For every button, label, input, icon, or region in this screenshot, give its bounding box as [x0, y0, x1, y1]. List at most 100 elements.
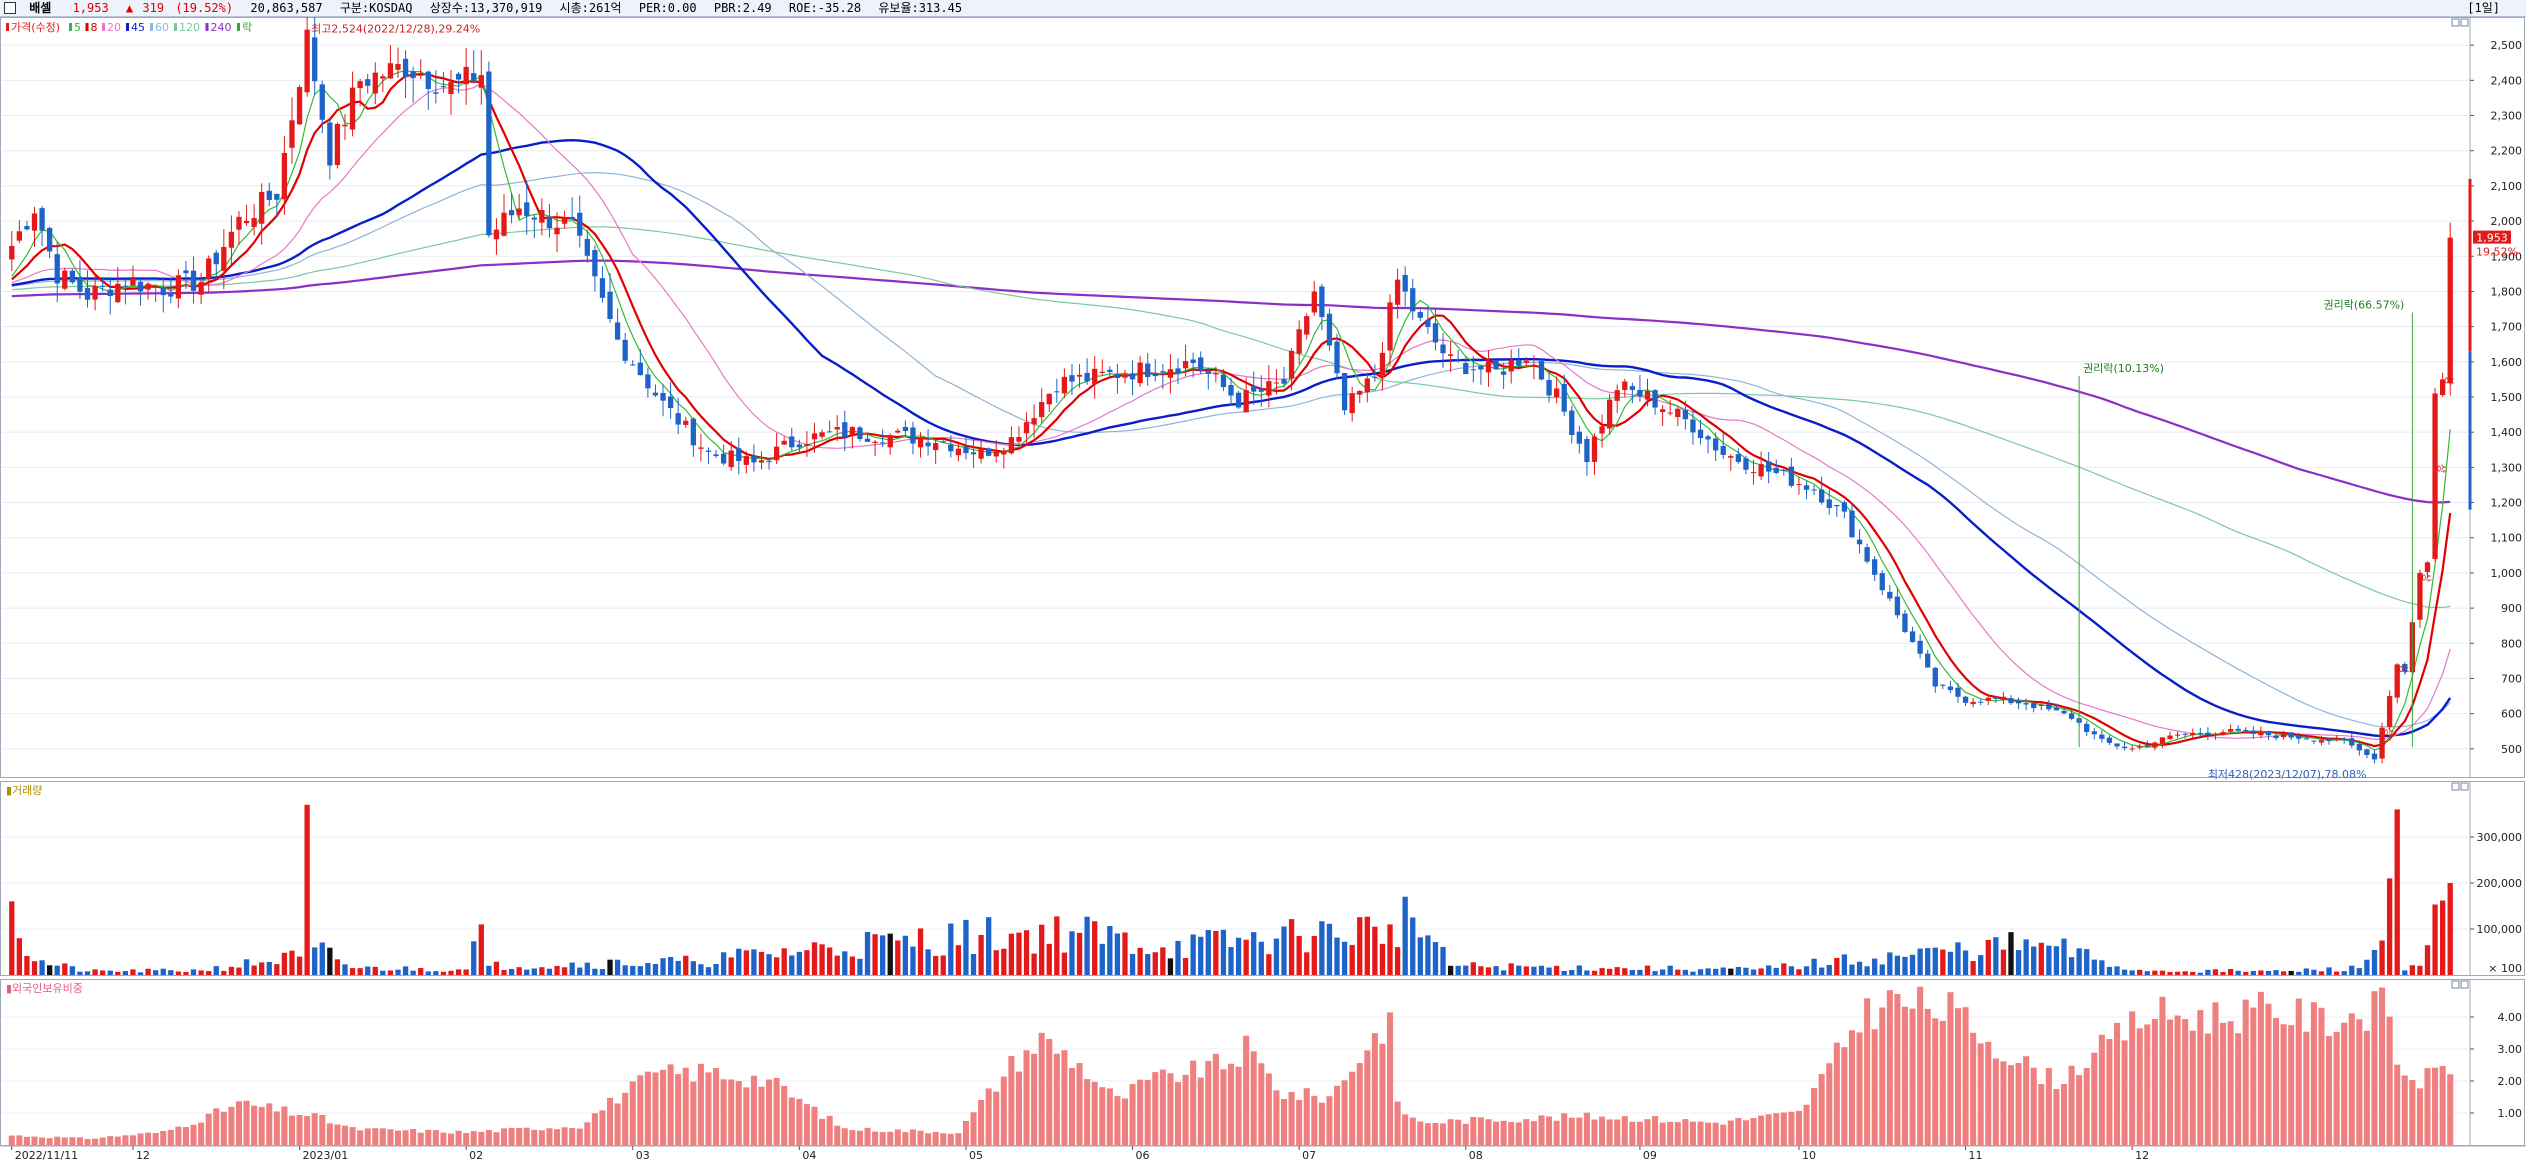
- foreign-ratio-bar[interactable]: [1523, 1119, 1530, 1145]
- foreign-ratio-bar[interactable]: [2371, 991, 2378, 1145]
- volume-bar[interactable]: [145, 968, 151, 975]
- candle-body[interactable]: [471, 73, 477, 83]
- volume-bar[interactable]: [281, 952, 288, 975]
- volume-bar[interactable]: [1622, 968, 1628, 975]
- volume-bar[interactable]: [289, 950, 295, 975]
- foreign-ratio-bar[interactable]: [2144, 1024, 2151, 1145]
- candle-body[interactable]: [652, 392, 659, 396]
- candle-body[interactable]: [2053, 707, 2060, 711]
- candle-body[interactable]: [1849, 510, 1855, 538]
- volume-bar[interactable]: [1258, 941, 1264, 975]
- volume-bar[interactable]: [1266, 954, 1272, 975]
- volume-bar[interactable]: [1629, 969, 1636, 975]
- candle-body[interactable]: [296, 87, 303, 125]
- volume-bar[interactable]: [1993, 937, 1999, 975]
- candle-body[interactable]: [683, 420, 689, 425]
- foreign-ratio-bar[interactable]: [947, 1133, 954, 1145]
- candle-body[interactable]: [1652, 390, 1658, 408]
- volume-bar[interactable]: [2000, 949, 2007, 975]
- volume-bar[interactable]: [554, 965, 560, 975]
- candle-body[interactable]: [327, 122, 333, 166]
- candle-body[interactable]: [614, 322, 621, 340]
- candle-body[interactable]: [1016, 437, 1022, 442]
- volume-bar[interactable]: [1235, 937, 1242, 975]
- volume-bar[interactable]: [2152, 970, 2158, 975]
- foreign-ratio-bar[interactable]: [1795, 1110, 1802, 1145]
- candle-body[interactable]: [1326, 313, 1333, 346]
- foreign-ratio-bar[interactable]: [402, 1130, 409, 1145]
- foreign-ratio-bar[interactable]: [1227, 1063, 1235, 1145]
- foreign-ratio-bar[interactable]: [2220, 1022, 2227, 1145]
- panel-maximize-button[interactable]: [2460, 782, 2469, 791]
- foreign-ratio-bar[interactable]: [1977, 1043, 1984, 1145]
- candle-body[interactable]: [289, 120, 295, 148]
- foreign-ratio-bar[interactable]: [720, 1079, 727, 1145]
- volume-bar[interactable]: [478, 924, 484, 975]
- volume-bar[interactable]: [1076, 932, 1083, 975]
- candle-body[interactable]: [2068, 713, 2075, 719]
- candle-body[interactable]: [9, 245, 15, 260]
- foreign-ratio-bar[interactable]: [1689, 1121, 1696, 1145]
- foreign-ratio-bar[interactable]: [2083, 1067, 2090, 1145]
- volume-bar[interactable]: [743, 950, 749, 975]
- candle-body[interactable]: [986, 448, 992, 456]
- candle-body[interactable]: [705, 450, 712, 452]
- candle-body[interactable]: [516, 208, 522, 216]
- volume-bar[interactable]: [849, 956, 856, 975]
- candle-body[interactable]: [1538, 361, 1545, 380]
- candle-body[interactable]: [592, 250, 598, 277]
- candle-body[interactable]: [2356, 743, 2362, 751]
- period-selector[interactable]: [1일]: [2467, 1, 2500, 15]
- foreign-ratio-bar[interactable]: [508, 1127, 515, 1145]
- candle-body[interactable]: [463, 66, 469, 85]
- candle-body[interactable]: [872, 441, 878, 443]
- candle-body[interactable]: [1713, 438, 1719, 451]
- foreign-ratio-bar[interactable]: [2053, 1089, 2060, 1145]
- candle-body[interactable]: [349, 87, 356, 130]
- foreign-ratio-bar[interactable]: [379, 1128, 386, 1145]
- candle-body[interactable]: [1947, 686, 1954, 691]
- volume-bar[interactable]: [372, 966, 378, 975]
- volume-bar[interactable]: [312, 947, 318, 975]
- foreign-ratio-bar[interactable]: [76, 1137, 83, 1145]
- foreign-ratio-bar[interactable]: [485, 1129, 492, 1145]
- candle-body[interactable]: [766, 461, 772, 463]
- foreign-ratio-bar[interactable]: [1780, 1112, 1787, 1145]
- foreign-ratio-bar[interactable]: [92, 1138, 99, 1145]
- volume-bar[interactable]: [539, 967, 545, 975]
- candle-body[interactable]: [418, 74, 424, 76]
- candle-body[interactable]: [1182, 361, 1189, 369]
- volume-bar[interactable]: [2447, 883, 2453, 975]
- foreign-ratio-bar[interactable]: [1212, 1053, 1219, 1145]
- foreign-ratio-bar[interactable]: [1932, 1018, 1939, 1145]
- volume-bar[interactable]: [2084, 949, 2090, 975]
- candle-body[interactable]: [1523, 360, 1529, 363]
- foreign-ratio-bar[interactable]: [849, 1130, 856, 1145]
- foreign-ratio-bar[interactable]: [637, 1075, 644, 1145]
- candle-body[interactable]: [1069, 375, 1075, 382]
- volume-bar[interactable]: [1637, 969, 1643, 975]
- candle-body[interactable]: [660, 392, 666, 401]
- foreign-ratio-bar[interactable]: [2416, 1088, 2423, 1145]
- candle-body[interactable]: [2061, 710, 2067, 714]
- candle-body[interactable]: [1788, 466, 1795, 486]
- foreign-ratio-bar[interactable]: [1318, 1102, 1325, 1145]
- foreign-ratio-bar[interactable]: [349, 1127, 356, 1145]
- volume-bar[interactable]: [2311, 969, 2317, 975]
- foreign-ratio-bar[interactable]: [145, 1132, 152, 1145]
- candle-body[interactable]: [493, 229, 500, 240]
- volume-bar[interactable]: [1122, 932, 1128, 975]
- candle-body[interactable]: [1743, 458, 1749, 470]
- volume-bar[interactable]: [160, 968, 166, 975]
- volume-bar[interactable]: [1061, 952, 1068, 975]
- foreign-ratio-bar[interactable]: [1326, 1096, 1333, 1145]
- foreign-ratio-bar[interactable]: [2182, 1019, 2189, 1145]
- candle-body[interactable]: [2243, 730, 2249, 732]
- candle-body[interactable]: [1054, 391, 1060, 393]
- foreign-ratio-bar[interactable]: [357, 1130, 364, 1145]
- candle-body[interactable]: [1394, 279, 1401, 305]
- foreign-ratio-bar[interactable]: [273, 1111, 280, 1145]
- candle-body[interactable]: [880, 442, 886, 444]
- foreign-ratio-bar[interactable]: [1992, 1058, 1999, 1145]
- foreign-ratio-bar[interactable]: [2379, 987, 2386, 1145]
